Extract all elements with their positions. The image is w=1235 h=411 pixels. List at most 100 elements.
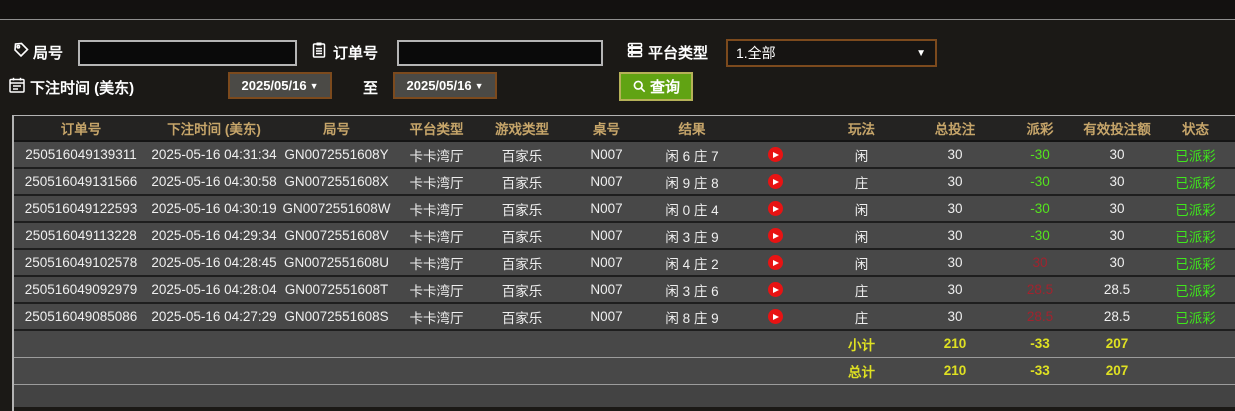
replay-cell — [735, 141, 815, 169]
play-icon[interactable] — [767, 201, 783, 217]
query-button-label: 查询 — [649, 79, 680, 96]
col-valid-bet: 有效投注额 — [1078, 116, 1156, 142]
order-number-cell: 250516049102578 — [14, 249, 148, 277]
col-bet-type: 玩法 — [815, 116, 908, 142]
date-to-picker[interactable]: 2025/05/16 ▼ — [393, 72, 497, 99]
valid-bet-cell: 30 — [1078, 168, 1156, 196]
bet-time-cell: 2025-05-16 04:30:19 — [148, 195, 280, 223]
total-valid-bet: 207 — [1078, 356, 1156, 385]
order-number-cell: 250516049122593 — [14, 195, 148, 223]
round-number-cell: GN0072551608V — [280, 222, 393, 250]
game-type-cell: 百家乐 — [480, 168, 564, 196]
total-payout: -33 — [1002, 356, 1078, 385]
bet-time-cell: 2025-05-16 04:27:29 — [148, 303, 280, 331]
play-icon[interactable] — [767, 147, 783, 163]
table-number-cell: N007 — [564, 222, 649, 250]
valid-bet-cell: 30 — [1078, 195, 1156, 223]
col-platform: 平台类型 — [393, 116, 480, 142]
platform-cell: 卡卡湾厅 — [393, 249, 480, 277]
empty-row — [14, 384, 1235, 407]
replay-cell — [735, 276, 815, 304]
total-total-bet: 210 — [908, 356, 1002, 385]
table-row: 250516049122593 2025-05-16 04:30:19 GN00… — [14, 195, 1235, 223]
game-type-cell: 百家乐 — [480, 195, 564, 223]
round-input[interactable] — [78, 40, 297, 66]
query-button[interactable]: 查询 — [619, 72, 693, 101]
play-icon[interactable] — [767, 309, 783, 325]
col-result: 结果 — [649, 116, 735, 142]
date-to-value: 2025/05/16 — [406, 78, 472, 93]
play-icon[interactable] — [767, 228, 783, 244]
platform-type-label: 平台类型 — [648, 45, 709, 62]
order-number-cell: 250516049113228 — [14, 222, 148, 250]
table-header: 订单号 下注时间 (美东) 局号 平台类型 游戏类型 桌号 结果 玩法 总投注 … — [14, 116, 1235, 142]
status-cell: 已派彩 — [1156, 303, 1235, 331]
total-label: 总计 — [815, 356, 908, 385]
col-table-no: 桌号 — [564, 116, 649, 142]
status-cell: 已派彩 — [1156, 141, 1235, 169]
status-cell: 已派彩 — [1156, 222, 1235, 250]
payout-cell: 28.5 — [1002, 303, 1078, 331]
col-status: 状态 — [1156, 116, 1235, 142]
play-icon[interactable] — [767, 255, 783, 271]
payout-cell: 28.5 — [1002, 276, 1078, 304]
order-number-input[interactable] — [397, 40, 603, 66]
bet-time-cell: 2025-05-16 04:29:34 — [148, 222, 280, 250]
valid-bet-cell: 30 — [1078, 141, 1156, 169]
bet-type-cell: 闲 — [815, 222, 908, 250]
result-cell: 闲 9 庄 8 — [649, 168, 735, 196]
search-icon — [633, 80, 646, 93]
round-number-cell: GN0072551608Y — [280, 141, 393, 169]
bet-time-cell: 2025-05-16 04:30:58 — [148, 168, 280, 196]
chevron-down-icon: ▼ — [309, 80, 319, 91]
payout-cell: -30 — [1002, 141, 1078, 169]
total-bet-cell: 30 — [908, 276, 1002, 304]
result-cell: 闲 3 庄 9 — [649, 222, 735, 250]
round-number-cell: GN0072551608X — [280, 168, 393, 196]
date-range-to-label: 至 — [363, 80, 379, 97]
subtotal-payout: -33 — [1002, 329, 1078, 357]
bet-type-cell: 庄 — [815, 276, 908, 304]
round-number-cell: GN0072551608T — [280, 276, 393, 304]
platform-cell: 卡卡湾厅 — [393, 195, 480, 223]
platform-type-select[interactable]: 1.全部 ▼ — [726, 39, 937, 67]
date-from-picker[interactable]: 2025/05/16 ▼ — [228, 72, 332, 99]
table-number-cell: N007 — [564, 168, 649, 196]
replay-cell — [735, 249, 815, 277]
total-bet-cell: 30 — [908, 141, 1002, 169]
result-cell: 闲 4 庄 2 — [649, 249, 735, 277]
game-type-cell: 百家乐 — [480, 249, 564, 277]
game-type-cell: 百家乐 — [480, 222, 564, 250]
table-number-cell: N007 — [564, 141, 649, 169]
table-row: 250516049113228 2025-05-16 04:29:34 GN00… — [14, 222, 1235, 250]
round-number-cell: GN0072551608U — [280, 249, 393, 277]
valid-bet-cell: 28.5 — [1078, 303, 1156, 331]
table-summary: 小计 210 -33 207 总计 210 -33 207 — [14, 329, 1235, 407]
calendar-icon — [8, 76, 26, 94]
payout-cell: -30 — [1002, 195, 1078, 223]
table-row: 250516049131566 2025-05-16 04:30:58 GN00… — [14, 168, 1235, 196]
col-replay — [735, 116, 815, 142]
valid-bet-cell: 30 — [1078, 249, 1156, 277]
platform-cell: 卡卡湾厅 — [393, 276, 480, 304]
order-number-cell: 250516049131566 — [14, 168, 148, 196]
chevron-down-icon: ▼ — [916, 47, 926, 59]
total-bet-cell: 30 — [908, 249, 1002, 277]
replay-cell — [735, 222, 815, 250]
table-row: 250516049102578 2025-05-16 04:28:45 GN00… — [14, 249, 1235, 277]
date-from-value: 2025/05/16 — [241, 78, 307, 93]
bet-type-cell: 庄 — [815, 303, 908, 331]
result-cell: 闲 6 庄 7 — [649, 141, 735, 169]
top-strip — [0, 0, 1235, 20]
payout-cell: -30 — [1002, 168, 1078, 196]
valid-bet-cell: 30 — [1078, 222, 1156, 250]
round-label: 局号 — [33, 45, 64, 62]
bet-type-cell: 闲 — [815, 195, 908, 223]
total-row: 总计 210 -33 207 — [14, 356, 1235, 385]
bet-type-cell: 闲 — [815, 249, 908, 277]
platform-cell: 卡卡湾厅 — [393, 222, 480, 250]
play-icon[interactable] — [767, 174, 783, 190]
round-number-cell: GN0072551608S — [280, 303, 393, 331]
play-icon[interactable] — [767, 282, 783, 298]
subtotal-label: 小计 — [815, 329, 908, 357]
